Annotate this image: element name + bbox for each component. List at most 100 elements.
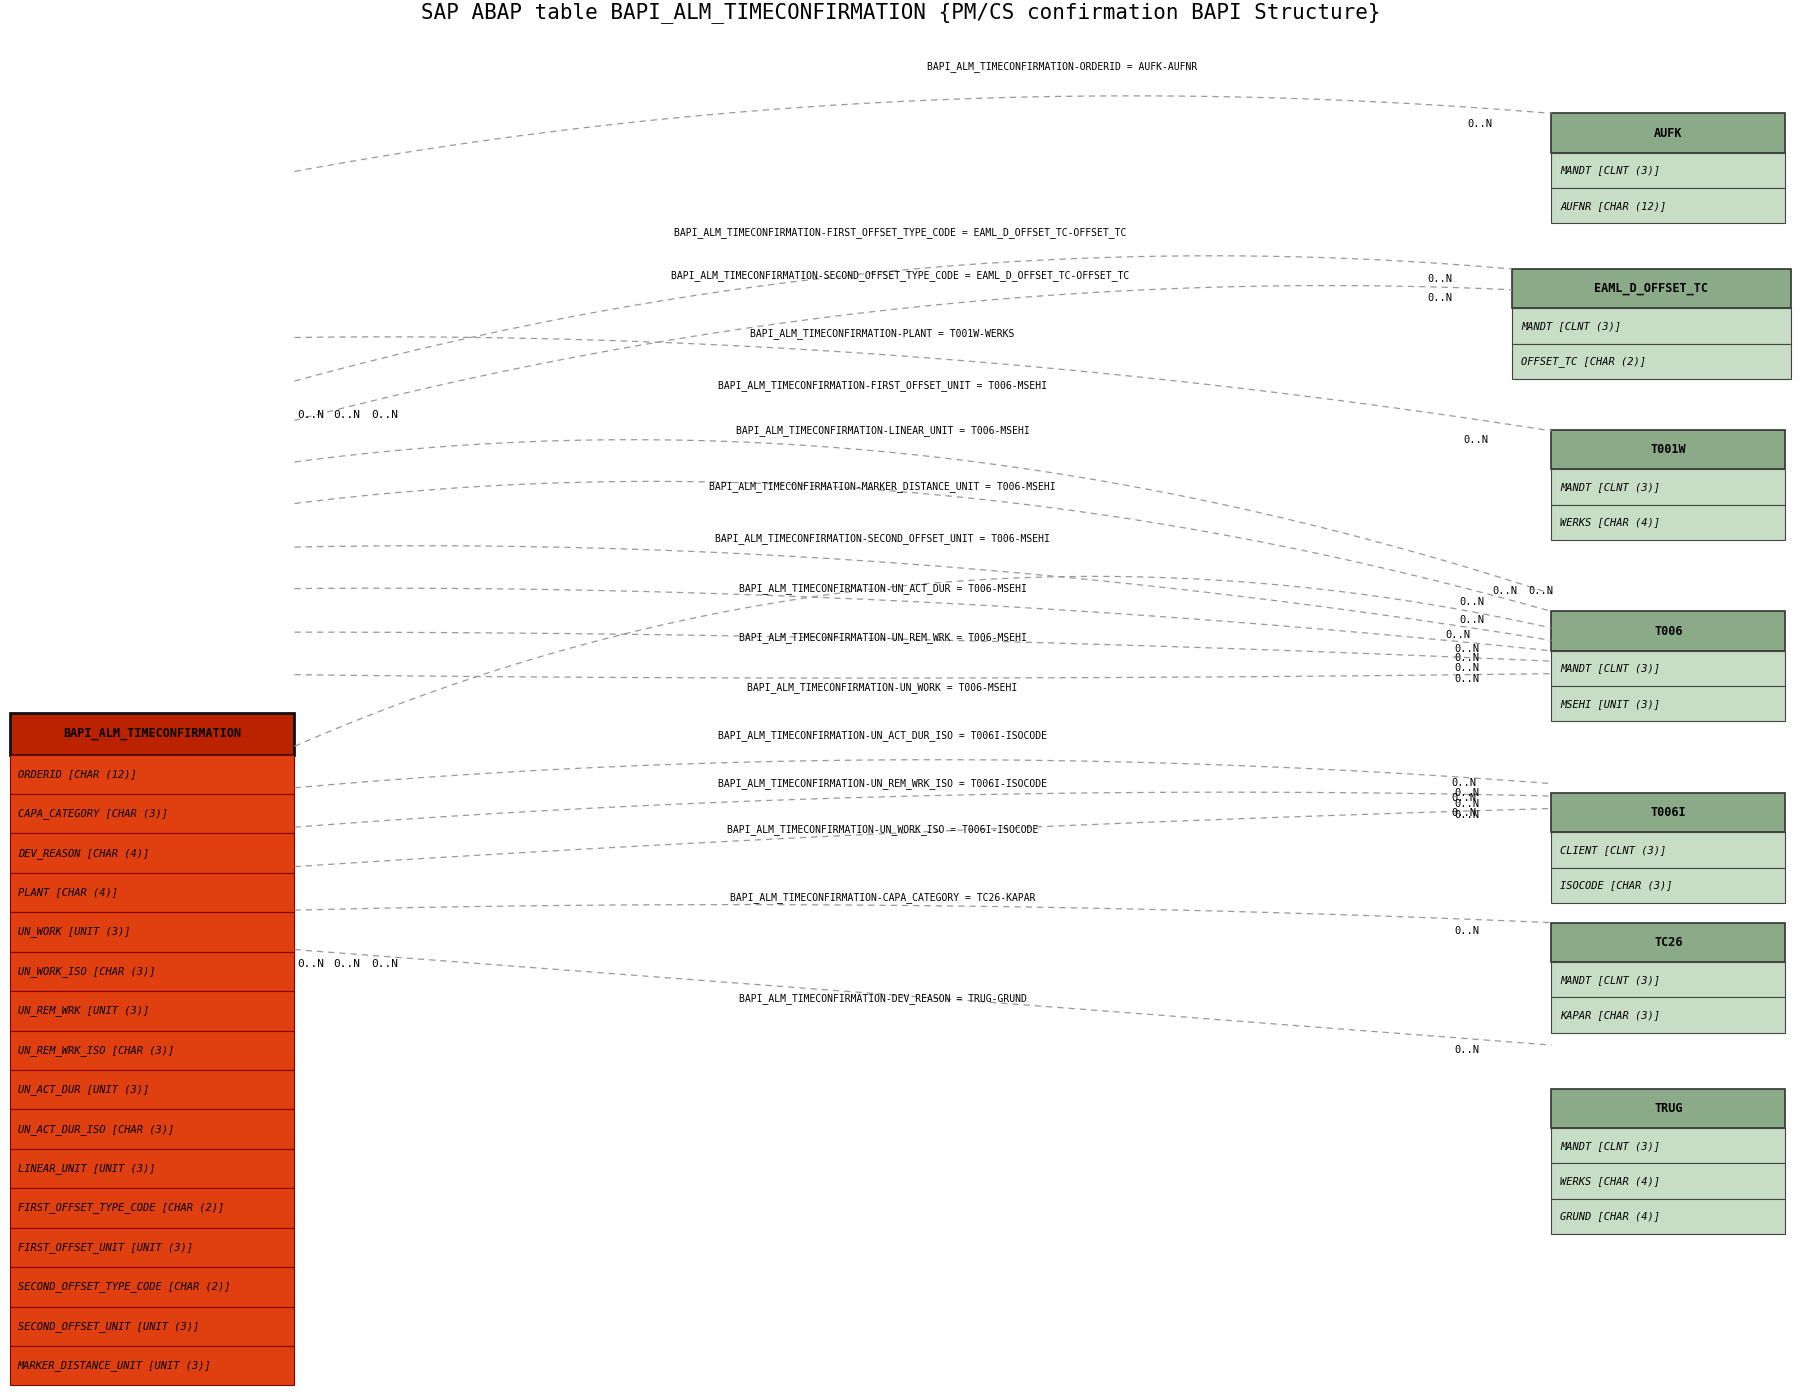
FancyBboxPatch shape (11, 990, 295, 1031)
Text: 0..N: 0..N (297, 410, 324, 420)
FancyBboxPatch shape (11, 1149, 295, 1188)
FancyBboxPatch shape (1551, 1128, 1785, 1164)
Text: UN_REM_WRK [UNIT (3)]: UN_REM_WRK [UNIT (3)] (18, 1006, 149, 1016)
Text: BAPI_ALM_TIMECONFIRMATION-UN_ACT_DUR = T006-MSEHI: BAPI_ALM_TIMECONFIRMATION-UN_ACT_DUR = T… (738, 583, 1027, 595)
Text: 0..N: 0..N (1428, 274, 1452, 284)
FancyBboxPatch shape (1511, 308, 1790, 344)
Text: BAPI_ALM_TIMECONFIRMATION-MARKER_DISTANCE_UNIT = T006-MSEHI: BAPI_ALM_TIMECONFIRMATION-MARKER_DISTANC… (710, 481, 1055, 492)
FancyBboxPatch shape (1551, 152, 1785, 187)
Text: LINEAR_UNIT [UNIT (3)]: LINEAR_UNIT [UNIT (3)] (18, 1163, 155, 1174)
Text: 0..N: 0..N (1455, 644, 1479, 653)
Text: 0..N: 0..N (1452, 778, 1477, 788)
FancyBboxPatch shape (1551, 867, 1785, 902)
Text: GRUND [CHAR (4)]: GRUND [CHAR (4)] (1560, 1212, 1661, 1221)
Text: MANDT [CLNT (3)]: MANDT [CLNT (3)] (1560, 975, 1661, 985)
Text: 0..N: 0..N (1455, 788, 1479, 797)
FancyBboxPatch shape (11, 873, 295, 912)
Text: AUFK: AUFK (1653, 126, 1682, 140)
Text: BAPI_ALM_TIMECONFIRMATION-UN_WORK = T006-MSEHI: BAPI_ALM_TIMECONFIRMATION-UN_WORK = T006… (747, 681, 1018, 693)
Text: FIRST_OFFSET_TYPE_CODE [CHAR (2)]: FIRST_OFFSET_TYPE_CODE [CHAR (2)] (18, 1203, 223, 1213)
Text: BAPI_ALM_TIMECONFIRMATION: BAPI_ALM_TIMECONFIRMATION (63, 727, 241, 740)
Text: 0..N: 0..N (1452, 793, 1477, 803)
Text: TRUG: TRUG (1653, 1102, 1682, 1115)
Text: MANDT [CLNT (3)]: MANDT [CLNT (3)] (1560, 663, 1661, 673)
FancyBboxPatch shape (11, 795, 295, 834)
Text: BAPI_ALM_TIMECONFIRMATION-UN_WORK_ISO = T006I-ISOCODE: BAPI_ALM_TIMECONFIRMATION-UN_WORK_ISO = … (728, 824, 1037, 835)
Text: UN_WORK [UNIT (3)]: UN_WORK [UNIT (3)] (18, 926, 130, 937)
Text: 0..N: 0..N (1452, 807, 1477, 817)
FancyBboxPatch shape (11, 1346, 295, 1385)
Text: 0..N: 0..N (333, 410, 360, 420)
Text: 0..N: 0..N (1455, 799, 1479, 810)
FancyBboxPatch shape (1551, 505, 1785, 540)
Text: ISOCODE [CHAR (3)]: ISOCODE [CHAR (3)] (1560, 880, 1673, 890)
Text: BAPI_ALM_TIMECONFIRMATION-DEV_REASON = TRUG-GRUND: BAPI_ALM_TIMECONFIRMATION-DEV_REASON = T… (738, 993, 1027, 1004)
Text: EAML_D_OFFSET_TC: EAML_D_OFFSET_TC (1594, 283, 1709, 295)
FancyBboxPatch shape (1551, 832, 1785, 867)
Text: BAPI_ALM_TIMECONFIRMATION-ORDERID = AUFK-AUFNR: BAPI_ALM_TIMECONFIRMATION-ORDERID = AUFK… (928, 62, 1198, 73)
Text: BAPI_ALM_TIMECONFIRMATION-SECOND_OFFSET_TYPE_CODE = EAML_D_OFFSET_TC-OFFSET_TC: BAPI_ALM_TIMECONFIRMATION-SECOND_OFFSET_… (672, 270, 1129, 281)
Text: BAPI_ALM_TIMECONFIRMATION-CAPA_CATEGORY = TC26-KAPAR: BAPI_ALM_TIMECONFIRMATION-CAPA_CATEGORY … (729, 893, 1036, 904)
Text: 0..N: 0..N (1464, 435, 1488, 445)
FancyBboxPatch shape (1551, 429, 1785, 469)
Text: 0..N: 0..N (1455, 653, 1479, 663)
Text: 0..N: 0..N (333, 960, 360, 970)
Text: MANDT [CLNT (3)]: MANDT [CLNT (3)] (1520, 322, 1621, 332)
FancyBboxPatch shape (1551, 469, 1785, 505)
Text: UN_REM_WRK_ISO [CHAR (3)]: UN_REM_WRK_ISO [CHAR (3)] (18, 1045, 175, 1056)
Text: BAPI_ALM_TIMECONFIRMATION-FIRST_OFFSET_TYPE_CODE = EAML_D_OFFSET_TC-OFFSET_TC: BAPI_ALM_TIMECONFIRMATION-FIRST_OFFSET_T… (674, 227, 1127, 238)
FancyBboxPatch shape (1551, 963, 1785, 997)
Text: UN_ACT_DUR_ISO [CHAR (3)]: UN_ACT_DUR_ISO [CHAR (3)] (18, 1123, 175, 1135)
Text: OFFSET_TC [CHAR (2)]: OFFSET_TC [CHAR (2)] (1520, 355, 1646, 367)
Text: 0..N: 0..N (1455, 1045, 1479, 1055)
FancyBboxPatch shape (1551, 793, 1785, 832)
FancyBboxPatch shape (1551, 1088, 1785, 1128)
FancyBboxPatch shape (11, 834, 295, 873)
Text: 0..N: 0..N (1468, 119, 1491, 129)
Text: BAPI_ALM_TIMECONFIRMATION-SECOND_OFFSET_UNIT = T006-MSEHI: BAPI_ALM_TIMECONFIRMATION-SECOND_OFFSET_… (715, 533, 1050, 544)
Text: BAPI_ALM_TIMECONFIRMATION-LINEAR_UNIT = T006-MSEHI: BAPI_ALM_TIMECONFIRMATION-LINEAR_UNIT = … (735, 425, 1030, 436)
FancyBboxPatch shape (1551, 651, 1785, 686)
Text: 0..N: 0..N (1461, 614, 1484, 625)
Text: T001W: T001W (1650, 443, 1686, 456)
FancyBboxPatch shape (1511, 344, 1790, 379)
FancyBboxPatch shape (1551, 187, 1785, 224)
FancyBboxPatch shape (11, 1109, 295, 1149)
Text: 0..N: 0..N (1529, 586, 1552, 596)
Text: SECOND_OFFSET_TYPE_CODE [CHAR (2)]: SECOND_OFFSET_TYPE_CODE [CHAR (2)] (18, 1281, 231, 1293)
FancyBboxPatch shape (1551, 611, 1785, 651)
Text: DEV_REASON [CHAR (4)]: DEV_REASON [CHAR (4)] (18, 848, 149, 859)
Text: BAPI_ALM_TIMECONFIRMATION-PLANT = T001W-WERKS: BAPI_ALM_TIMECONFIRMATION-PLANT = T001W-… (751, 327, 1014, 339)
Text: CAPA_CATEGORY [CHAR (3)]: CAPA_CATEGORY [CHAR (3)] (18, 809, 167, 820)
Text: SAP ABAP table BAPI_ALM_TIMECONFIRMATION {PM/CS confirmation BAPI Structure}: SAP ABAP table BAPI_ALM_TIMECONFIRMATION… (421, 3, 1380, 24)
Text: WERKS [CHAR (4)]: WERKS [CHAR (4)] (1560, 518, 1661, 527)
Text: 0..N: 0..N (1455, 674, 1479, 684)
Text: PLANT [CHAR (4)]: PLANT [CHAR (4)] (18, 887, 117, 898)
Text: UN_ACT_DUR [UNIT (3)]: UN_ACT_DUR [UNIT (3)] (18, 1084, 149, 1095)
Text: WERKS [CHAR (4)]: WERKS [CHAR (4)] (1560, 1177, 1661, 1186)
FancyBboxPatch shape (1551, 1199, 1785, 1234)
FancyBboxPatch shape (11, 713, 295, 754)
Text: 0..N: 0..N (1455, 663, 1479, 673)
Text: KAPAR [CHAR (3)]: KAPAR [CHAR (3)] (1560, 1010, 1661, 1020)
Text: T006: T006 (1653, 624, 1682, 638)
Text: MANDT [CLNT (3)]: MANDT [CLNT (3)] (1560, 1140, 1661, 1151)
FancyBboxPatch shape (1551, 1164, 1785, 1199)
Text: BAPI_ALM_TIMECONFIRMATION-FIRST_OFFSET_UNIT = T006-MSEHI: BAPI_ALM_TIMECONFIRMATION-FIRST_OFFSET_U… (719, 379, 1046, 390)
Text: MSEHI [UNIT (3)]: MSEHI [UNIT (3)] (1560, 698, 1661, 709)
FancyBboxPatch shape (1551, 113, 1785, 152)
Text: FIRST_OFFSET_UNIT [UNIT (3)]: FIRST_OFFSET_UNIT [UNIT (3)] (18, 1242, 193, 1254)
FancyBboxPatch shape (11, 951, 295, 990)
Text: CLIENT [CLNT (3)]: CLIENT [CLNT (3)] (1560, 845, 1666, 855)
Text: 0..N: 0..N (1455, 926, 1479, 936)
Text: BAPI_ALM_TIMECONFIRMATION-UN_REM_WRK_ISO = T006I-ISOCODE: BAPI_ALM_TIMECONFIRMATION-UN_REM_WRK_ISO… (719, 778, 1046, 789)
Text: T006I: T006I (1650, 806, 1686, 820)
Text: 0..N: 0..N (1461, 597, 1484, 607)
Text: MANDT [CLNT (3)]: MANDT [CLNT (3)] (1560, 481, 1661, 492)
FancyBboxPatch shape (11, 1267, 295, 1307)
FancyBboxPatch shape (11, 912, 295, 951)
FancyBboxPatch shape (11, 1228, 295, 1267)
Text: 0..N: 0..N (371, 960, 398, 970)
Text: 0..N: 0..N (1455, 810, 1479, 820)
Text: TC26: TC26 (1653, 936, 1682, 949)
